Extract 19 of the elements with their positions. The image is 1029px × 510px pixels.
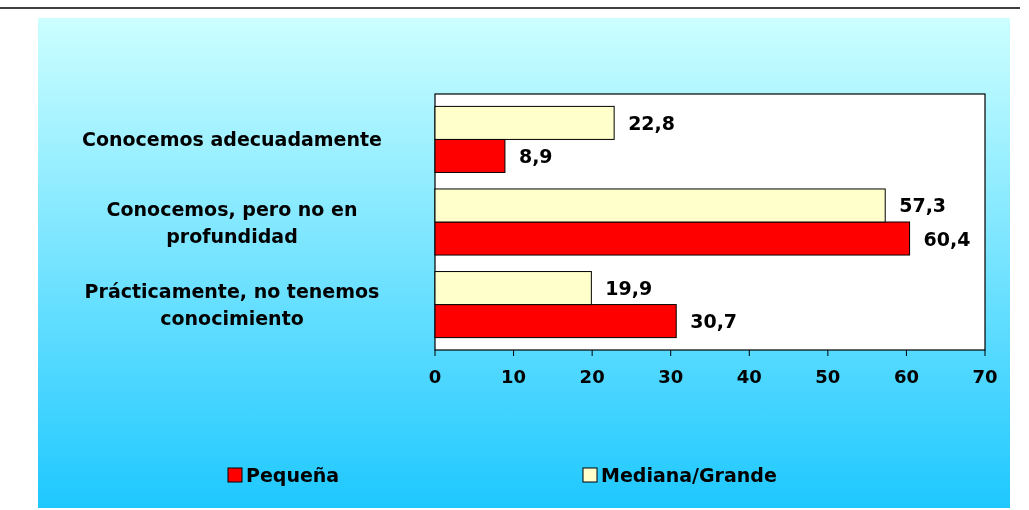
legend-label: Mediana/Grande [601, 464, 777, 486]
x-tick-label: 30 [658, 366, 684, 387]
x-tick-label: 50 [815, 366, 841, 387]
x-tick-label: 60 [893, 366, 919, 387]
y-tick-label: Conocemos adecuadamente [81, 128, 383, 151]
data-label: 60,4 [923, 227, 971, 250]
y-tick-label: Conocemos, pero no en profundidad [106, 197, 358, 247]
data-label: 8,9 [518, 144, 553, 167]
x-tick-label: 40 [736, 366, 762, 387]
y-tick-label: Prácticamente, no tenemos conocimiento [84, 280, 380, 330]
data-label: 19,9 [605, 277, 653, 300]
data-label: 22,8 [628, 111, 676, 134]
x-tick-label: 10 [501, 366, 527, 387]
legend-label: Pequeña [246, 464, 340, 486]
x-tick-label: 20 [579, 366, 605, 387]
x-tick-label: 0 [428, 366, 442, 387]
x-tick-label: 70 [972, 366, 998, 387]
data-label: 57,3 [899, 194, 947, 217]
data-label: 30,7 [690, 310, 738, 333]
